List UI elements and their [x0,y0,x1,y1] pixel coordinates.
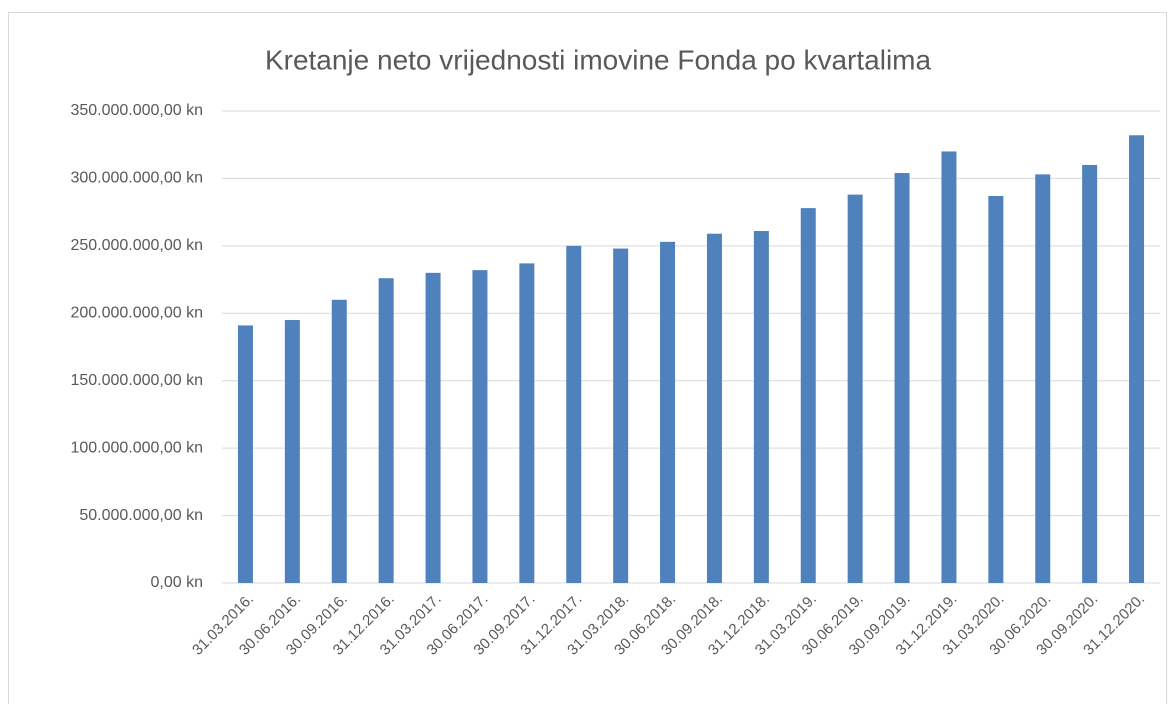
y-tick-label: 0,00 kn [151,574,203,591]
bar [1082,164,1098,583]
bar [660,241,676,583]
bar [941,151,957,583]
bar [1129,135,1145,583]
bar [988,195,1004,583]
bar [753,231,769,583]
bar [566,245,582,583]
bar [894,173,910,583]
bar [519,263,535,583]
y-tick-label: 100.000.000,00 kn [70,439,203,456]
bar [284,320,300,583]
y-tick-label: 50.000.000,00 kn [79,507,203,524]
bar [378,278,394,583]
y-tick-label: 300.000.000,00 kn [70,170,203,187]
chart-title: Kretanje neto vrijednosti imovine Fonda … [265,44,932,75]
bar [1035,174,1051,583]
bar [331,299,347,583]
y-tick-label: 200.000.000,00 kn [70,305,203,322]
y-tick-label: 150.000.000,00 kn [70,372,203,389]
chart-frame [8,12,1167,704]
y-tick-label: 250.000.000,00 kn [70,237,203,254]
bar [472,270,488,583]
bar [237,325,253,583]
bar [613,248,629,583]
bar [800,208,816,583]
bar [425,272,441,583]
bar [706,233,722,583]
bar [847,194,863,583]
y-tick-label: 350.000.000,00 kn [70,102,203,119]
